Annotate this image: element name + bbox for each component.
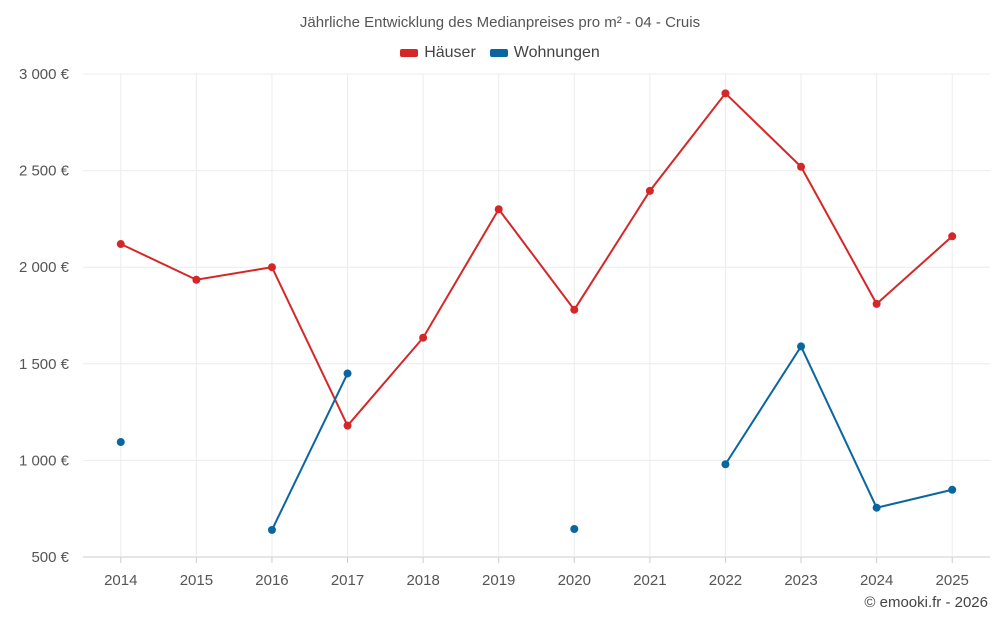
legend-swatch-haeuser	[400, 49, 419, 57]
data-point-haeuser	[419, 333, 428, 342]
data-point-wohnungen	[797, 342, 806, 351]
y-tick-label: 2 500 €	[19, 163, 70, 180]
chart-title: Jährliche Entwicklung des Medianpreises …	[299, 14, 701, 31]
y-tick-label: 1 000 €	[19, 452, 70, 469]
legend-item-wohnungen[interactable]: Wohnungen	[489, 44, 600, 62]
series-line-wohnungen	[271, 373, 349, 531]
data-point-haeuser	[494, 205, 503, 214]
data-point-haeuser	[872, 299, 881, 308]
data-point-haeuser	[192, 275, 201, 284]
x-tick-label: 2024	[860, 572, 893, 589]
legend-label-wohnungen: Wohnungen	[513, 44, 600, 61]
data-point-wohnungen	[267, 525, 276, 534]
y-tick-label: 1 500 €	[19, 356, 70, 373]
legend-swatch-wohnungen	[489, 49, 508, 57]
x-tick-label: 2025	[936, 572, 969, 589]
x-tick-label: 2020	[558, 572, 591, 589]
data-point-wohnungen	[948, 485, 957, 494]
y-tick-label: 2 000 €	[19, 259, 70, 276]
legend-item-haeuser[interactable]: Häuser	[400, 44, 476, 62]
data-point-wohnungen	[721, 460, 730, 469]
x-tick-label: 2016	[255, 572, 288, 589]
credit-text: © emooki.fr - 2026	[864, 594, 988, 611]
data-point-haeuser	[116, 240, 125, 249]
data-point-haeuser	[721, 89, 730, 98]
data-point-wohnungen	[570, 524, 579, 533]
x-tick-label: 2022	[709, 572, 742, 589]
data-point-haeuser	[343, 421, 352, 430]
x-tick-label: 2021	[633, 572, 666, 589]
y-tick-label: 500 €	[31, 549, 69, 566]
data-point-wohnungen	[872, 503, 881, 512]
x-tick-label: 2023	[784, 572, 817, 589]
series-line-haeuser	[120, 91, 953, 428]
data-point-haeuser	[570, 305, 579, 314]
data-point-haeuser	[797, 162, 806, 171]
x-tick-label: 2019	[482, 572, 515, 589]
y-tick-label: 3 000 €	[19, 66, 70, 83]
x-tick-label: 2014	[104, 572, 137, 589]
legend-label-haeuser: Häuser	[424, 44, 476, 61]
series-line-wohnungen	[724, 344, 953, 509]
x-tick-label: 2017	[331, 572, 364, 589]
data-point-haeuser	[948, 232, 957, 241]
data-point-haeuser	[267, 263, 276, 272]
data-point-wohnungen	[343, 369, 352, 378]
x-tick-label: 2018	[406, 572, 439, 589]
x-tick-label: 2015	[180, 572, 213, 589]
data-point-haeuser	[645, 186, 654, 195]
data-point-wohnungen	[116, 438, 125, 447]
legend: Häuser Wohnungen	[0, 44, 1000, 62]
